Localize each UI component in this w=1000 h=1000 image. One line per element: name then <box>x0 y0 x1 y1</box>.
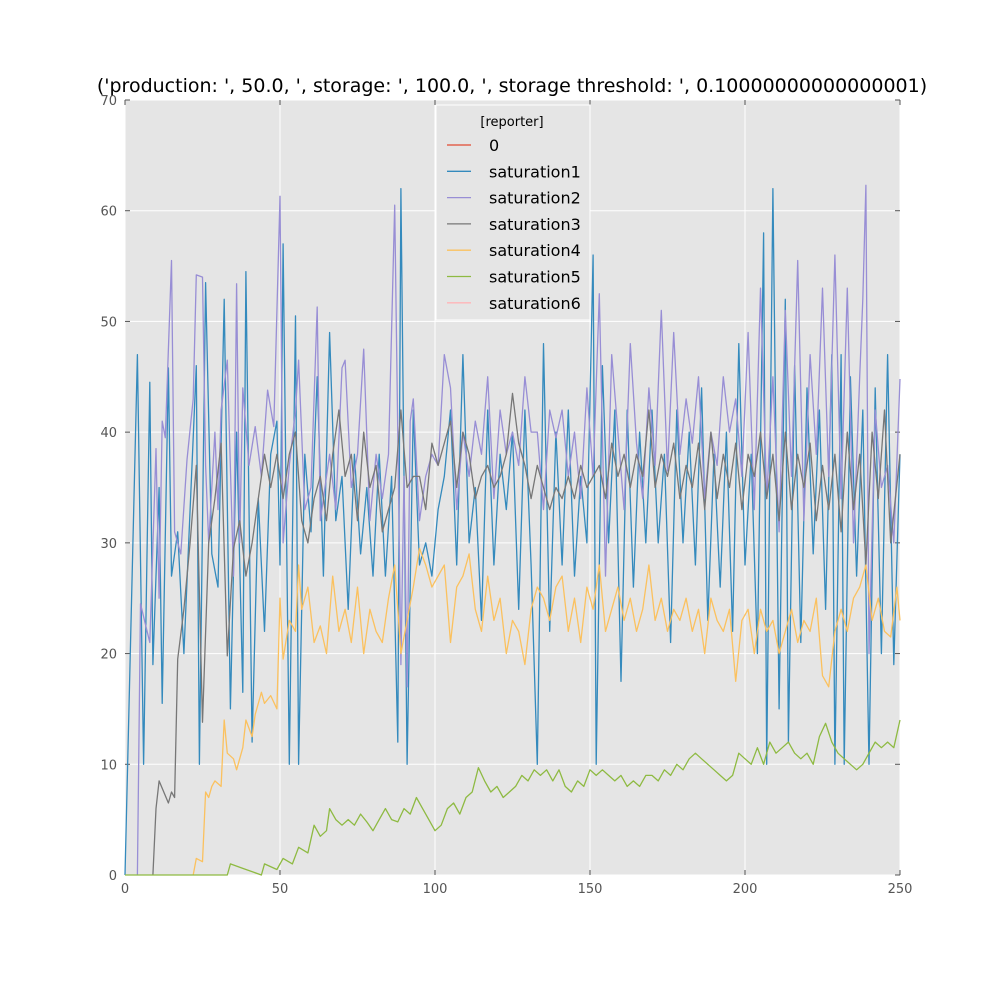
legend-label-saturation1: saturation1 <box>489 162 581 181</box>
legend-label-0: 0 <box>489 136 499 155</box>
series-line-saturation2 <box>136 184 901 876</box>
series-line-saturation1 <box>124 187 901 876</box>
y-tick-label: 40 <box>100 426 117 441</box>
y-tick-label: 0 <box>109 869 117 884</box>
legend: [reporter] 0 saturation1 saturation2 satura… <box>435 104 591 321</box>
y-tick-label: 50 <box>100 315 117 330</box>
legend-label-saturation6: saturation6 <box>489 294 581 313</box>
x-tick-label: 50 <box>272 882 289 897</box>
y-tick-label: 30 <box>100 537 117 552</box>
series-line-saturation3 <box>152 392 901 876</box>
legend-label-saturation4: saturation4 <box>489 241 581 260</box>
x-tick-label: 250 <box>888 882 913 897</box>
legend-title: [reporter] <box>480 115 543 130</box>
series-line-saturation4 <box>192 547 901 876</box>
y-tick-label: 20 <box>100 648 117 663</box>
legend-label-saturation3: saturation3 <box>489 215 581 234</box>
x-tick-label: 150 <box>578 882 603 897</box>
y-tick-label: 60 <box>100 205 117 220</box>
series-line-saturation5 <box>125 719 901 876</box>
x-tick-label: 200 <box>733 882 758 897</box>
y-tick-label: 70 <box>100 94 117 109</box>
x-tick-label: 100 <box>423 882 448 897</box>
chart-title: ('production: ', 50.0, ', storage: ', 10… <box>97 75 927 97</box>
x-tick-label: 0 <box>121 882 129 897</box>
legend-label-saturation2: saturation2 <box>489 189 581 208</box>
y-tick-label: 10 <box>100 758 117 773</box>
series-lines <box>124 184 901 876</box>
legend-box <box>435 104 591 321</box>
legend-label-saturation5: saturation5 <box>489 268 581 287</box>
axis-ticks: 0 50 100 150 200 250 0 10 20 30 40 50 60 70 <box>100 94 912 897</box>
